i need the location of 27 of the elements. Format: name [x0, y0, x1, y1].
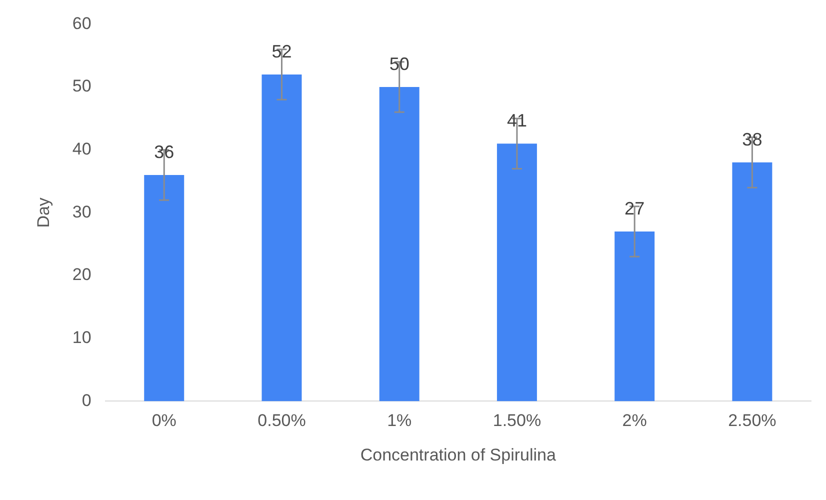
- data-label: 36: [154, 142, 174, 162]
- x-axis-title: Concentration of Spirulina: [360, 445, 557, 464]
- x-tick-label: 1%: [387, 411, 412, 430]
- bar: [262, 74, 302, 402]
- bar: [732, 162, 772, 402]
- x-tick-label: 0.50%: [258, 411, 306, 430]
- bar: [614, 232, 655, 402]
- y-tick-label: 30: [72, 202, 92, 222]
- bar: [144, 175, 184, 402]
- data-label: 41: [506, 110, 527, 131]
- x-tick-label: 2%: [622, 411, 647, 430]
- bar: [379, 87, 420, 402]
- x-tick-label: 2.50%: [728, 411, 776, 430]
- data-label: 38: [742, 129, 762, 150]
- bar: [496, 144, 537, 402]
- data-label: 50: [389, 54, 410, 74]
- y-tick-label: 50: [72, 76, 92, 96]
- data-label: 27: [624, 198, 645, 219]
- y-tick-label: 0: [82, 390, 92, 410]
- y-tick-label: 20: [72, 265, 92, 284]
- y-axis-title: Day: [34, 197, 53, 228]
- y-tick-label: 10: [72, 328, 92, 348]
- x-tick-label: 0%: [152, 411, 176, 430]
- y-tick-label: 40: [72, 140, 92, 159]
- x-tick-label: 1.50%: [492, 411, 542, 430]
- data-label: 52: [272, 41, 292, 62]
- y-tick-label: 60: [72, 14, 92, 33]
